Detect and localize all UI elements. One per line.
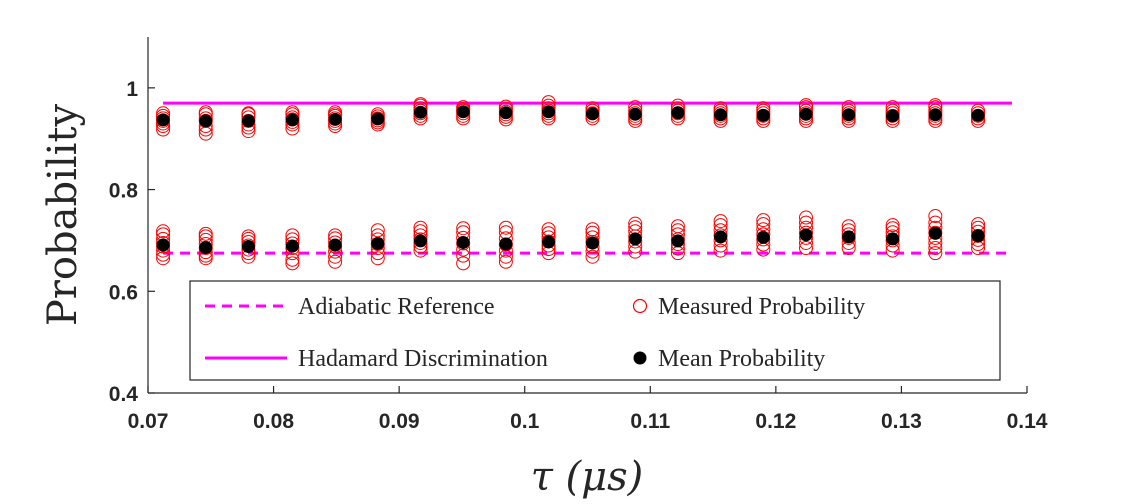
- mean-point: [413, 105, 427, 119]
- mean-point: [241, 240, 255, 254]
- x-tick-label: 0.1: [510, 410, 540, 433]
- mean-point: [628, 232, 642, 246]
- mean-point: [156, 238, 170, 252]
- axis-ticks: 0.07 0.08 0.09 0.1 0.11 0.12 0.13 0.14 0.4 0.6 0.8…: [109, 78, 1048, 433]
- mean-point: [456, 105, 470, 119]
- mean-point: [671, 234, 685, 248]
- legend: Adiabatic Reference Measured Probability…: [189, 280, 1001, 381]
- legend-adiabatic-label: Adiabatic Reference: [298, 294, 495, 320]
- mean-point: [285, 113, 299, 127]
- measured-point: [756, 213, 771, 228]
- x-tick-label: 0.07: [128, 410, 169, 433]
- measured-point: [928, 246, 943, 261]
- measured-point: [498, 254, 513, 269]
- mean-point: [671, 106, 685, 120]
- mean-point: [156, 113, 170, 127]
- measured-point: [798, 210, 813, 225]
- mean-point: [886, 232, 900, 246]
- mean-point: [499, 237, 513, 251]
- legend-hadamard-label: Hadamard Discrimination: [298, 346, 548, 372]
- measured-point: [285, 252, 300, 267]
- mean-point: [756, 230, 770, 244]
- mean-point: [756, 108, 770, 122]
- mean-point: [456, 235, 470, 249]
- mean-point: [714, 230, 728, 244]
- mean-point: [586, 236, 600, 250]
- mean-point: [542, 105, 556, 119]
- measured-point: [971, 217, 986, 232]
- mean-point: [586, 107, 600, 121]
- measured-point: [198, 226, 213, 241]
- mean-point: [328, 238, 342, 252]
- legend-measured-swatch: [632, 298, 648, 314]
- measured-point: [928, 209, 943, 224]
- mean-point: [799, 107, 813, 121]
- x-tick-label: 0.08: [253, 410, 294, 433]
- measured-point: [928, 241, 943, 256]
- measured-point: [885, 218, 900, 233]
- measured-point: [456, 256, 471, 271]
- mean-point: [371, 236, 385, 250]
- legend-mean-swatch: [633, 351, 647, 365]
- legend-measured-label: Measured Probability: [658, 294, 865, 320]
- measured-point: [370, 251, 385, 266]
- measured-point: [798, 241, 813, 256]
- mean-point: [842, 108, 856, 122]
- x-tick-label: 0.13: [881, 410, 922, 433]
- mean-point: [285, 239, 299, 253]
- mean-point: [928, 108, 942, 122]
- legend-box: [189, 280, 1001, 381]
- x-tick-label: 0.11: [630, 410, 670, 433]
- legend-mean-label: Mean Probability: [658, 346, 825, 372]
- mean-point: [241, 114, 255, 128]
- mean-point: [328, 112, 342, 126]
- y-tick-label: 1: [126, 78, 138, 101]
- measured-point: [585, 249, 600, 264]
- measured-point: [328, 254, 343, 269]
- measured-point: [156, 251, 171, 266]
- measured-point: [756, 217, 771, 232]
- mean-point: [371, 112, 385, 126]
- mean-point: [971, 229, 985, 243]
- y-axis-title: Probability: [40, 103, 86, 326]
- measured-point: [156, 224, 171, 239]
- y-tick-label: 0.8: [109, 180, 139, 203]
- x-axis-title: τ (μs): [531, 454, 644, 500]
- mean-point: [199, 114, 213, 128]
- mean-point: [628, 107, 642, 121]
- mean-point: [799, 228, 813, 242]
- mean-point: [542, 235, 556, 249]
- mean-point: [886, 109, 900, 123]
- y-tick-label: 0.4: [109, 383, 139, 406]
- measured-point: [456, 221, 471, 236]
- x-tick-label: 0.09: [379, 410, 420, 433]
- mean-point: [413, 234, 427, 248]
- x-tick-label: 0.14: [1007, 410, 1048, 433]
- measured-point: [413, 220, 428, 235]
- mean-point: [971, 108, 985, 122]
- measured-point: [713, 214, 728, 229]
- measured-point: [498, 220, 513, 235]
- measured-point: [628, 216, 643, 231]
- mean-point: [714, 108, 728, 122]
- y-tick-label: 0.6: [109, 281, 138, 304]
- measured-point: [370, 223, 385, 238]
- mean-point: [842, 230, 856, 244]
- measured-point: [713, 243, 728, 258]
- mean-point: [199, 241, 213, 255]
- measured-point: [198, 229, 213, 244]
- measured-point: [456, 248, 471, 263]
- mean-point: [499, 106, 513, 120]
- measured-point: [585, 222, 600, 237]
- measured-point: [285, 256, 300, 271]
- x-tick-label: 0.12: [755, 410, 796, 433]
- measured-point: [670, 219, 685, 234]
- mean-point: [928, 226, 942, 240]
- plot-area: [156, 95, 1012, 271]
